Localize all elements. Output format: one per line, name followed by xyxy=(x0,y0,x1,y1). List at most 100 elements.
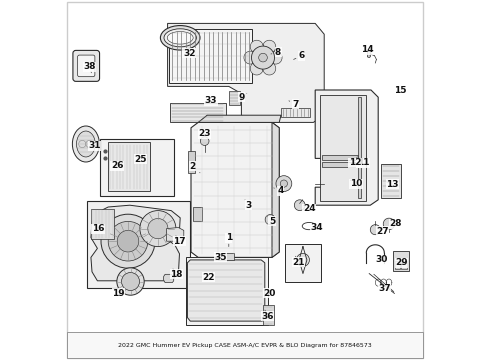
Text: 23: 23 xyxy=(198,129,211,138)
Text: 9: 9 xyxy=(238,93,245,102)
Circle shape xyxy=(252,43,265,56)
Text: 28: 28 xyxy=(389,219,402,228)
Bar xyxy=(281,108,310,117)
Text: 2: 2 xyxy=(190,162,196,171)
Polygon shape xyxy=(191,122,279,257)
Text: 11: 11 xyxy=(357,158,369,167)
Text: 24: 24 xyxy=(303,204,316,213)
Bar xyxy=(100,139,174,196)
Bar xyxy=(320,95,366,201)
Polygon shape xyxy=(198,115,281,122)
Ellipse shape xyxy=(76,131,95,157)
Polygon shape xyxy=(91,205,180,281)
Circle shape xyxy=(122,273,140,291)
Circle shape xyxy=(269,51,282,64)
Circle shape xyxy=(252,59,265,72)
Text: 7: 7 xyxy=(292,100,298,109)
Polygon shape xyxy=(164,274,174,283)
Bar xyxy=(285,244,320,282)
Bar xyxy=(91,209,114,239)
Text: 18: 18 xyxy=(171,270,183,279)
Text: 12: 12 xyxy=(348,158,361,167)
Circle shape xyxy=(263,40,276,53)
Ellipse shape xyxy=(164,29,196,47)
Text: 5: 5 xyxy=(269,217,275,226)
Text: 2022 GMC Hummer EV Pickup CASE ASM-A/C EVPR & BLO Diagram for 87846573: 2022 GMC Hummer EV Pickup CASE ASM-A/C E… xyxy=(118,343,372,348)
Text: 29: 29 xyxy=(395,258,408,267)
Bar xyxy=(184,115,306,263)
Text: 4: 4 xyxy=(277,186,284,195)
Circle shape xyxy=(294,200,305,211)
Text: 30: 30 xyxy=(376,256,388,264)
Circle shape xyxy=(259,53,268,62)
Text: 17: 17 xyxy=(173,237,186,246)
Circle shape xyxy=(261,43,274,56)
Text: 13: 13 xyxy=(386,180,399,189)
Circle shape xyxy=(383,218,395,230)
Circle shape xyxy=(244,51,257,64)
Polygon shape xyxy=(368,50,371,58)
Text: 36: 36 xyxy=(261,311,273,320)
Text: 1: 1 xyxy=(226,233,232,242)
FancyBboxPatch shape xyxy=(77,55,95,77)
Text: 26: 26 xyxy=(111,161,123,170)
Text: 31: 31 xyxy=(88,141,101,150)
FancyBboxPatch shape xyxy=(73,50,99,81)
Bar xyxy=(108,142,149,191)
Bar xyxy=(392,251,409,271)
Bar xyxy=(186,257,269,325)
Bar xyxy=(381,164,401,198)
Circle shape xyxy=(108,221,148,261)
Circle shape xyxy=(261,59,274,72)
Circle shape xyxy=(247,51,261,64)
Circle shape xyxy=(276,176,292,192)
Polygon shape xyxy=(187,260,265,321)
Circle shape xyxy=(266,51,278,64)
Ellipse shape xyxy=(167,31,193,44)
Bar xyxy=(263,305,274,325)
Bar xyxy=(395,261,400,269)
Ellipse shape xyxy=(160,26,200,50)
Circle shape xyxy=(117,230,139,252)
Bar xyxy=(193,207,202,221)
Circle shape xyxy=(117,268,144,295)
Text: 38: 38 xyxy=(83,62,96,71)
Bar xyxy=(229,91,240,105)
Text: 22: 22 xyxy=(202,273,215,282)
Bar xyxy=(87,201,190,288)
Ellipse shape xyxy=(73,126,99,162)
Text: 37: 37 xyxy=(378,284,391,293)
Text: 19: 19 xyxy=(112,289,124,298)
Bar xyxy=(322,155,358,160)
Text: 35: 35 xyxy=(214,253,227,262)
Circle shape xyxy=(296,253,310,266)
Circle shape xyxy=(251,46,274,69)
Circle shape xyxy=(148,219,168,239)
Text: 3: 3 xyxy=(245,201,252,210)
Circle shape xyxy=(200,137,209,145)
Bar xyxy=(322,162,358,167)
Text: 21: 21 xyxy=(292,258,304,266)
Bar xyxy=(218,253,234,260)
Text: 6: 6 xyxy=(299,51,305,60)
Circle shape xyxy=(265,215,275,225)
Text: 34: 34 xyxy=(311,223,323,232)
Text: 25: 25 xyxy=(134,154,147,163)
Text: 16: 16 xyxy=(92,224,104,233)
Bar xyxy=(358,97,361,198)
Polygon shape xyxy=(272,122,279,257)
Polygon shape xyxy=(167,228,184,241)
Text: 10: 10 xyxy=(350,179,362,188)
Circle shape xyxy=(263,62,276,75)
Text: 27: 27 xyxy=(376,227,389,236)
Circle shape xyxy=(250,62,263,75)
Circle shape xyxy=(280,180,288,187)
Circle shape xyxy=(370,225,380,235)
Bar xyxy=(401,261,407,269)
Circle shape xyxy=(140,211,176,247)
Text: 33: 33 xyxy=(204,96,217,105)
Bar xyxy=(170,29,252,83)
Text: 8: 8 xyxy=(275,48,281,57)
Circle shape xyxy=(101,214,155,268)
Bar xyxy=(189,151,195,173)
